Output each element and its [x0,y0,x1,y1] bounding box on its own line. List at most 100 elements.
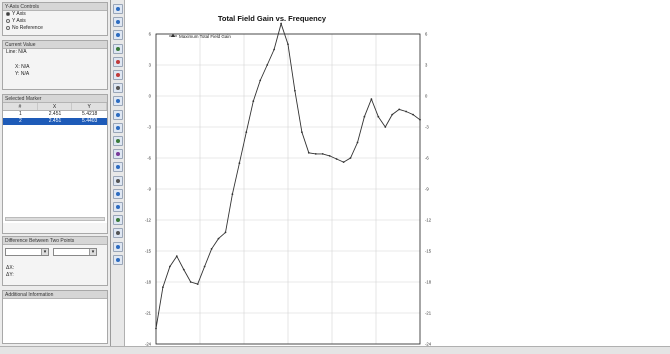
radio-option-1[interactable]: Y Axis [3,11,107,18]
difference-group: Difference Between Two Points ▾ ▾ ΔX: ΔY: [2,236,108,286]
info-icon[interactable] [113,254,123,265]
y-axis-group: Y-Axis Controls Y Axis Y Axis No Referen… [2,2,108,36]
help-icon-glyph [116,244,120,249]
help-icon[interactable] [113,241,123,252]
col-header-y[interactable]: Y [72,103,108,110]
zoom-fit-icon[interactable] [113,30,123,41]
cursor-group: Current Value Line: N/A X: N/A Y: N/A [2,40,108,90]
cursor-line-label: Line: N/A [6,49,27,55]
data-point [384,126,387,128]
data-point [294,89,296,92]
camera-icon-glyph [116,231,120,236]
table-row-selected[interactable]: 2 2.451 5.4403 [3,118,107,125]
data-point [224,231,227,234]
y-tick-label-left: -21 [145,311,152,316]
y-axis-group-title: Y-Axis Controls [3,3,107,11]
paste-icon-glyph [116,125,120,130]
status-bar [0,346,670,354]
legend-icon-glyph [116,152,120,157]
info-group: Additional Information [2,290,108,344]
marker-table-body: 1 2.451 5.4218 2 2.451 5.4403 [3,111,107,223]
data-point [162,286,164,289]
export-icon[interactable] [113,162,123,173]
legend: Maximum Total Field Gain [169,33,231,39]
delta-y-label: ΔY: [6,272,14,278]
radio-selected-icon[interactable] [6,11,10,16]
chart-icon[interactable] [113,215,123,226]
point-a-select[interactable]: ▾ [5,248,49,256]
chevron-down-icon: ▾ [41,249,48,255]
radio-unselected-icon[interactable] [6,18,10,23]
y-tick-label-right: -12 [425,218,432,223]
radio-unselected-icon[interactable] [6,25,10,30]
plot-area: Total Field Gain vs. Frequency 6 3 0 -3 -6 -9… [126,0,670,346]
data-point [398,108,401,111]
settings-icon-glyph [116,191,120,196]
col-header-x[interactable]: X [38,103,73,110]
y-tick-label-left: -12 [145,218,152,223]
camera-icon[interactable] [113,228,123,239]
data-point [189,281,192,283]
data-point [363,115,366,118]
data-point [307,151,310,154]
difference-group-title: Difference Between Two Points [3,237,107,245]
legend-label: Maximum Total Field Gain [179,34,231,39]
y-tick-label-right: -21 [425,311,432,316]
delete-marker-icon[interactable] [113,70,123,80]
data-point [328,155,331,157]
data-point [273,48,275,51]
copy-icon[interactable] [113,109,123,120]
data-point [321,153,324,155]
col-header-id[interactable]: # [3,103,38,110]
radio-option-2[interactable]: Y Axis [3,18,107,25]
y-tick-label-left: -6 [147,156,151,161]
data-point [280,22,282,25]
table-icon[interactable] [113,202,123,212]
vertical-toolbar [111,0,125,346]
point-b-select[interactable]: ▾ [53,248,97,256]
radio-option-3[interactable]: No Reference [3,25,107,32]
zoom-out-icon[interactable] [113,17,123,28]
data-point [217,237,220,240]
y-tick-label-left: 6 [149,32,152,37]
y-tick-label-right: -15 [425,249,432,254]
y-tick-label-left: 3 [149,63,152,68]
legend-marker-icon [171,33,175,37]
grid-icon[interactable] [113,136,123,146]
zoom-in-icon[interactable] [113,4,123,14]
chart-title: Total Field Gain vs. Frequency [218,14,327,23]
paste-icon[interactable] [113,122,123,133]
table-row[interactable]: 1 2.451 5.4218 [3,111,107,118]
y-tick-label-right: -18 [425,280,432,285]
pointer-icon-glyph [116,86,120,91]
data-point [314,153,317,155]
marker-table-header: # X Y [3,103,108,111]
y-tick-label-right: 3 [425,63,428,68]
data-point [419,118,421,121]
y-ticks-left: 6 3 0 -3 -6 -9 -12 -15 -18 -21 -24 [145,32,152,347]
left-panel: Y-Axis Controls Y Axis Y Axis No Referen… [0,0,111,346]
y-tick-label-left: -15 [145,249,152,254]
data-point [342,161,345,164]
y-tick-label-left: -24 [145,342,152,347]
marker-group: Selected Marker # X Y 1 2.451 5.4218 2 2… [2,94,108,234]
print-icon[interactable] [113,175,123,186]
cut-icon[interactable] [113,96,123,107]
legend-icon[interactable] [113,149,123,160]
settings-icon[interactable] [113,188,123,199]
chart-grid [156,33,420,345]
data-point [377,115,380,118]
cut-icon-glyph [116,99,120,104]
plot-frame [155,33,421,345]
data-point [175,255,178,258]
y-tick-label-right: 0 [425,94,428,99]
marker-icon[interactable] [113,56,123,67]
pointer-icon[interactable] [113,83,123,94]
zoom-in-icon-glyph [116,7,120,11]
pan-icon[interactable] [113,43,123,54]
horizontal-scrollbar[interactable] [5,217,105,221]
data-point [196,283,199,285]
data-point [231,193,234,196]
y-tick-label-right: -6 [425,156,429,161]
info-group-title: Additional Information [3,291,107,299]
